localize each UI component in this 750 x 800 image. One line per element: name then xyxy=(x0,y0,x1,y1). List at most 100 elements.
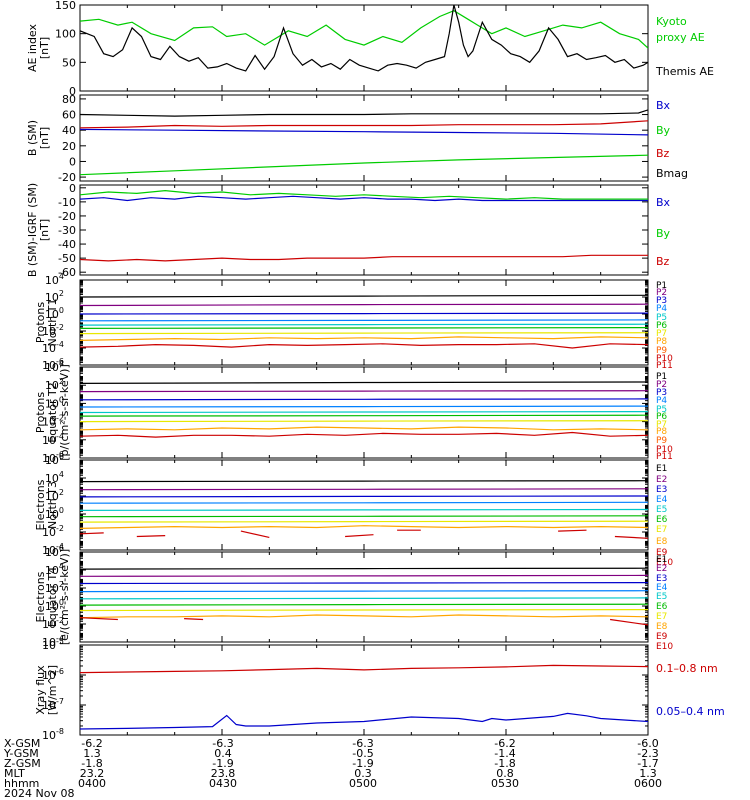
ephemeris-value: -0.5 xyxy=(352,747,373,760)
series-line-e8 xyxy=(80,525,648,529)
legend-entry: E4 xyxy=(656,495,668,505)
ephemeris-value: -1.9 xyxy=(352,757,373,770)
y-tick-label: 104 xyxy=(45,272,64,287)
legend-entry: P5 xyxy=(656,313,667,323)
ephemeris-value: 0400 xyxy=(78,777,106,790)
ephemeris-value: -1.7 xyxy=(637,757,658,770)
legend-entry: P6 xyxy=(656,412,667,422)
y-tick-label: 0 xyxy=(69,85,76,98)
series-group xyxy=(80,567,648,626)
legend-entry: E3 xyxy=(656,574,667,584)
legend-entry: P10 xyxy=(656,445,673,455)
legend-entry: E10 xyxy=(656,558,673,568)
ephemeris-value: 23.8 xyxy=(211,767,236,780)
y-tick-label: 10-2 xyxy=(42,323,64,338)
series-line-e7 xyxy=(80,520,648,523)
legend-entry: Bx xyxy=(656,196,671,209)
panel-pe: 10-6 10-4 10-2 100 102 104 Protons Equator T2 [p… xyxy=(34,359,673,465)
legend-entry: 0.1–0.8 nm xyxy=(656,662,718,675)
ephemeris-row-label: Z-GSM xyxy=(4,757,41,770)
legend-entry: proxy AE xyxy=(656,31,705,44)
y-tick-label: 10-2 xyxy=(42,616,64,631)
y-tick-label: 102 xyxy=(45,289,64,304)
panel-bigrf: 0-10-20-30-40-50-60 B (SM)-IGRF (SM) [nT] B… xyxy=(26,182,671,279)
ephemeris-row-label: Y-GSM xyxy=(3,747,39,760)
ephemeris-value: 1.3 xyxy=(639,767,657,780)
series-segment xyxy=(80,532,104,535)
series-line-p3 xyxy=(80,312,648,315)
legend-entry: E10 xyxy=(656,642,673,652)
legend-entry: Bmag xyxy=(656,167,688,180)
series-line-p1 xyxy=(80,294,648,298)
series-line-bz xyxy=(80,254,648,262)
y-tick-label: 10-6 xyxy=(42,357,64,372)
legend-entry: P11 xyxy=(656,361,673,371)
legend-entry: P2 xyxy=(656,288,667,298)
y-axis-label: [nT] xyxy=(38,219,51,241)
y-tick-label: 20 xyxy=(62,140,76,153)
series-line-bz xyxy=(80,120,648,129)
series-segment xyxy=(345,534,374,538)
legend-entry: P11 xyxy=(656,452,673,462)
legend-entry: E8 xyxy=(656,537,668,547)
series-segment xyxy=(558,529,587,532)
y-tick-label: -60 xyxy=(58,266,76,279)
y-axis-label: Equator T4 xyxy=(46,567,59,627)
series-segment xyxy=(184,618,204,621)
ephemeris-value: -1.8 xyxy=(494,757,515,770)
legend-entry: P1 xyxy=(656,372,667,382)
y-axis-label: [e/(cm²-s-sr-keV)] xyxy=(58,549,71,645)
y-axis-label: [nT] xyxy=(38,127,51,149)
legend-entry: P7 xyxy=(656,420,667,430)
series-group xyxy=(80,189,648,262)
y-tick-label: 10-6 xyxy=(42,450,64,465)
legend-entry: Bz xyxy=(656,147,670,160)
ephemeris-value: 0.8 xyxy=(496,767,514,780)
ephemeris-value: 23.2 xyxy=(80,767,105,780)
series-line-p4 xyxy=(80,319,648,322)
y-axis-label: AE index xyxy=(26,23,39,72)
ephemeris-value: 0500 xyxy=(349,777,377,790)
ephemeris-value: 0600 xyxy=(634,777,662,790)
legend-entry: E9 xyxy=(656,548,668,558)
series-line-p8 xyxy=(80,336,648,341)
legend-entry: E3 xyxy=(656,485,667,495)
y-tick-label: 150 xyxy=(55,0,76,12)
y-tick-label: 100 xyxy=(55,28,76,41)
series-line-0-05-0-4-nm xyxy=(80,712,648,730)
y-axis-label: Electrons xyxy=(34,571,47,622)
y-tick-label: 10-5 xyxy=(42,637,64,652)
series-line-themis-ae xyxy=(80,5,648,72)
series-line-e2 xyxy=(80,488,648,491)
series-segment xyxy=(136,535,166,538)
series-line-bx xyxy=(80,195,648,202)
legend-entry: E6 xyxy=(656,515,668,525)
y-axis-label: Protons xyxy=(34,392,47,433)
series-line-p6 xyxy=(80,327,648,329)
legend-entry: P1 xyxy=(656,281,667,291)
ephemeris-value: 0530 xyxy=(491,777,519,790)
series-line-p7 xyxy=(80,420,648,423)
legend-entry: P2 xyxy=(656,380,667,390)
y-tick-label: 100 xyxy=(45,306,64,321)
series-line-e5 xyxy=(80,508,648,511)
ephemeris-value: 1.3 xyxy=(83,747,101,760)
panel-frame xyxy=(79,459,649,551)
series-line-e4 xyxy=(80,590,648,593)
series-line-p5 xyxy=(80,411,648,414)
legend-entry: P6 xyxy=(656,321,667,331)
ephemeris-value: -6.0 xyxy=(637,737,658,750)
ephemeris-value: -6.3 xyxy=(352,737,373,750)
series-segment xyxy=(80,617,118,621)
y-tick-label: -40 xyxy=(58,238,76,251)
series-line-e2 xyxy=(80,574,648,577)
y-tick-label: 104 xyxy=(45,562,64,577)
y-tick-label: 10-4 xyxy=(42,634,64,649)
y-tick-label: 106 xyxy=(45,452,64,467)
y-tick-label: 10-4 xyxy=(42,340,64,355)
y-tick-label: 40 xyxy=(62,124,76,137)
legend-entry: E4 xyxy=(656,583,668,593)
legend-entry: Kyoto xyxy=(656,15,687,28)
y-tick-label: 50 xyxy=(62,56,76,69)
